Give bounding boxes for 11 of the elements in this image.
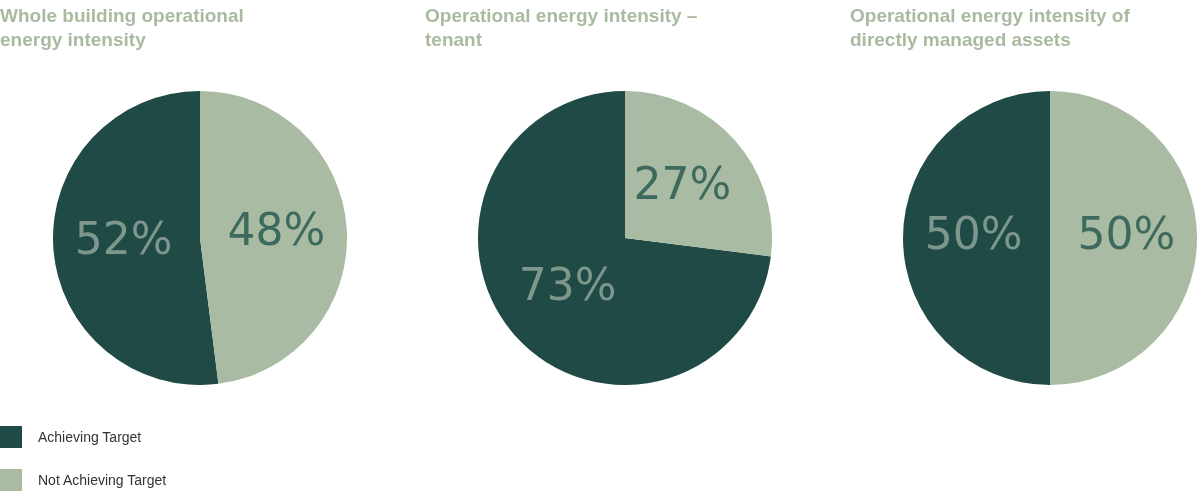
data-label: 73% xyxy=(518,258,617,310)
data-label: 48% xyxy=(227,203,326,255)
chart-title: Operational energy intensity of directly managed assets xyxy=(850,4,1131,52)
legend-label: Achieving Target xyxy=(38,429,142,445)
legend-label: Not Achieving Target xyxy=(38,472,167,488)
data-label: 50% xyxy=(1077,208,1176,260)
data-label: 27% xyxy=(633,157,732,209)
chart-title: Whole building operational energy intensity xyxy=(0,4,245,52)
data-label: 50% xyxy=(924,208,1023,260)
data-label: 52% xyxy=(74,213,173,265)
chart-title: Operational energy intensity – tenant xyxy=(425,4,699,52)
